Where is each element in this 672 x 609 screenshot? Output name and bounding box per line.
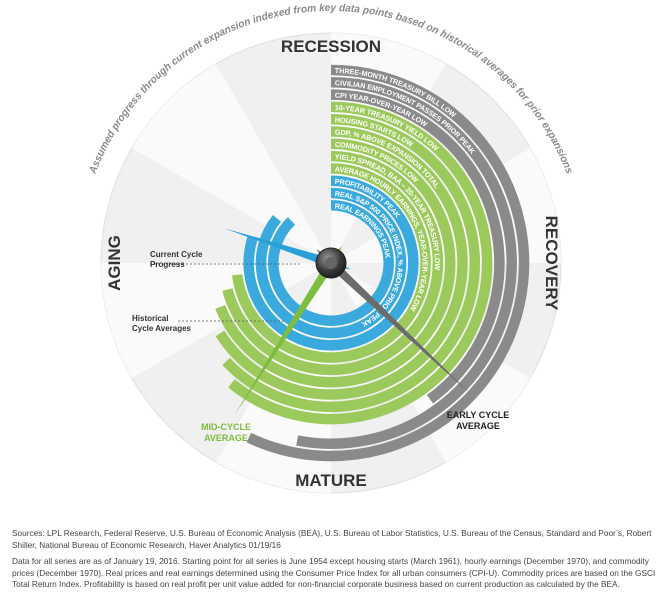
dial-sector (131, 63, 331, 264)
hub-cap (325, 257, 337, 269)
series-arc (215, 138, 456, 388)
footnote: Sources: LPL Research, Federal Reserve, … (12, 528, 652, 550)
chart: Assumed progress through current expansi… (86, 2, 575, 494)
series-arc (268, 200, 394, 326)
series-arc (246, 64, 530, 462)
series-arc (231, 163, 431, 363)
series-arc (222, 113, 480, 413)
series-arc (222, 150, 444, 376)
hand (316, 249, 471, 395)
phase-label: AGING (105, 235, 124, 291)
phase-label: MATURE (295, 471, 366, 490)
series-arc (215, 126, 468, 400)
footnotes: Sources: LPL Research, Federal Reserve, … (12, 528, 660, 596)
phase-label: RECOVERY (542, 216, 561, 311)
phase-label: RECESSION (281, 37, 381, 56)
hand-label: EARLY CYCLE AVERAGE (446, 410, 510, 431)
dial-sector (101, 263, 331, 378)
series-arc (255, 187, 407, 339)
annotation: Historical Cycle Averages (132, 314, 191, 333)
hand (234, 246, 342, 415)
series-arc (330, 89, 505, 404)
hand-label: MID-CYCLE AVERAGE (201, 422, 251, 443)
series-arc (243, 175, 419, 351)
footnote: Data for all series are as of January 19… (12, 556, 656, 589)
hand-annotation: Current Cycle Progress (150, 250, 203, 269)
series-arc (228, 101, 493, 425)
series-arc (296, 77, 517, 449)
